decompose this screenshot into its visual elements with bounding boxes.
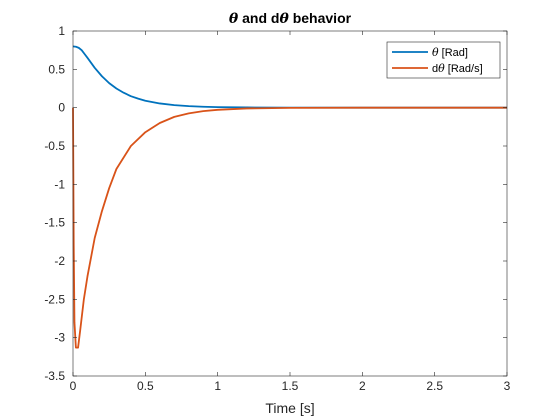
x-axis: 0 0.5 1 1.5 2 2.5 3 [70, 31, 511, 393]
y-tick-label: 1 [58, 24, 65, 38]
x-tick-label: 0 [70, 379, 77, 393]
title-joiner: and d [238, 10, 279, 26]
legend-label-dtheta-prefix: d [432, 63, 438, 75]
x-tick-label: 2.5 [426, 379, 443, 393]
title-symbol: θ [229, 11, 239, 27]
x-tick-label: 0.5 [137, 379, 154, 393]
x-tick-label: 1.5 [282, 379, 299, 393]
y-tick-label: -0.5 [44, 139, 65, 153]
plot-area [73, 31, 507, 376]
x-tick-label: 1 [214, 379, 221, 393]
x-tick-label: 3 [504, 379, 511, 393]
y-tick-label: -2.5 [44, 292, 65, 306]
y-tick-label: -3.5 [44, 369, 65, 383]
y-tick-label: -2 [54, 254, 65, 268]
legend-label-dtheta: dθ [Rad/s] [432, 62, 483, 75]
y-tick-label: 0.5 [48, 62, 65, 76]
legend-label-theta-suffix: [Rad] [439, 47, 468, 59]
y-axis: 1 0.5 0 -0.5 -1 -1.5 -2 -2.5 -3 -3.5 [44, 24, 507, 383]
title-symbol-2: θ [279, 11, 289, 27]
legend-label-dtheta-suffix: [Rad/s] [445, 63, 483, 75]
series-dtheta-line [72, 106, 507, 349]
legend-label-theta-symbol: θ [432, 46, 439, 59]
y-tick-label: 0 [58, 101, 65, 115]
x-axis-label: Time [s] [265, 400, 314, 416]
title-suffix: behavior [289, 10, 352, 26]
x-tick-label: 2 [359, 379, 366, 393]
legend-label-dtheta-symbol: θ [438, 62, 445, 75]
legend: θ [Rad] dθ [Rad/s] [386, 41, 501, 79]
legend-box [386, 41, 501, 79]
series-layer [72, 45, 507, 349]
y-tick-label: -1 [54, 177, 65, 191]
y-tick-label: -1.5 [44, 216, 65, 230]
legend-label-theta: θ [Rad] [432, 46, 468, 59]
y-tick-label: -3 [54, 331, 65, 345]
chart-title: θ and dθ behavior [229, 10, 352, 27]
